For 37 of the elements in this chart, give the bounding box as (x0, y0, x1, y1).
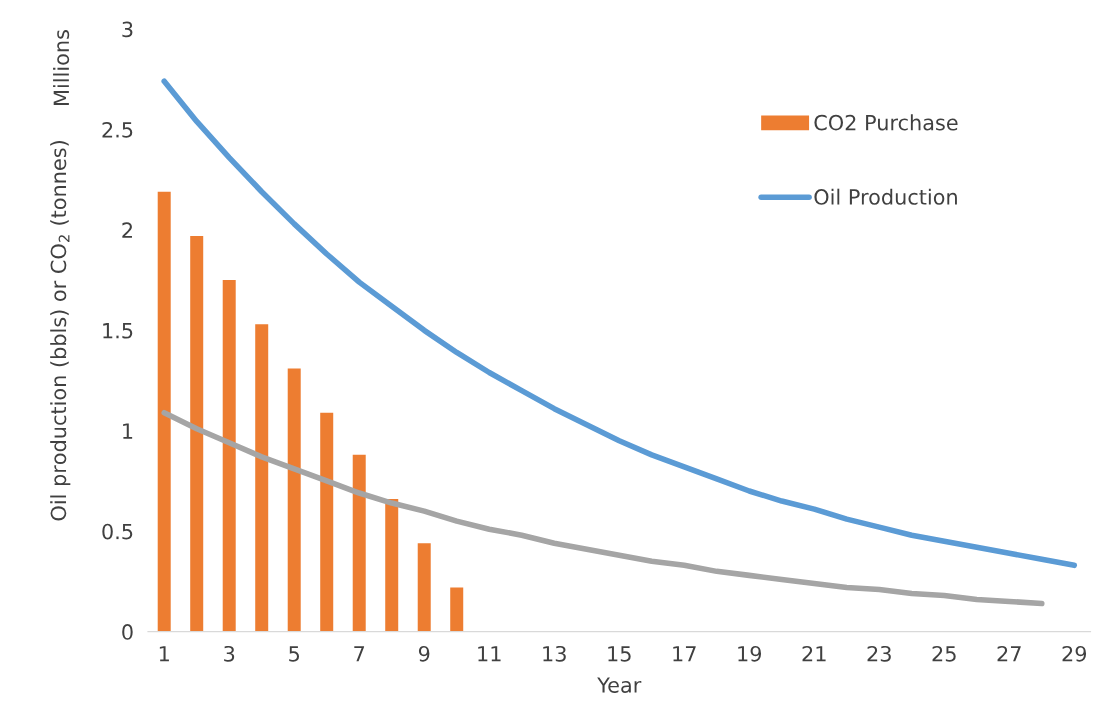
bar (190, 235, 204, 632)
x-tick-label: 9 (418, 645, 430, 662)
bar (385, 499, 399, 632)
y-tick-label: 2.5 (102, 121, 133, 138)
x-tick-label: 11 (478, 646, 501, 662)
bar (222, 280, 236, 632)
y-tick-label: 1 (123, 423, 133, 439)
text: Millions (53, 30, 70, 105)
y-tick-label: 0 (122, 624, 133, 640)
y-tick-label: 3 (122, 21, 133, 38)
bar (255, 324, 269, 632)
y-tick-label: 1.5 (103, 323, 133, 339)
bar (287, 368, 301, 632)
bar (157, 191, 171, 632)
x-tick-label: 19 (738, 645, 762, 662)
bar (450, 587, 464, 632)
y-tick-label: 0.5 (102, 523, 133, 540)
x-axis-title: Year (597, 677, 642, 693)
x-tick-label: 21 (802, 645, 826, 662)
x-tick-label: 25 (932, 645, 956, 662)
legend-label: CO2 Purchase (814, 114, 958, 131)
x-tick-label: 13 (543, 645, 566, 662)
legend-label: Oil Production (814, 188, 957, 205)
y-tick-label: 2 (122, 222, 132, 238)
x-tick-label: 7 (354, 646, 365, 662)
x-tick-label: 17 (673, 646, 696, 662)
x-tick-label: 15 (608, 646, 631, 662)
x-tick-label: 5 (289, 646, 300, 662)
x-tick-label: 27 (997, 645, 1021, 662)
x-tick-label: 23 (867, 645, 891, 662)
y-axis-title: Oil production (bbls) or CO$_{2}$ (tonnes) (50, 141, 71, 521)
bar (417, 543, 431, 632)
x-tick-label: 3 (224, 645, 235, 662)
x-tick-label: 1 (159, 646, 169, 662)
bar (352, 454, 366, 632)
bar (320, 412, 334, 632)
x-tick-label: 29 (1062, 645, 1087, 662)
